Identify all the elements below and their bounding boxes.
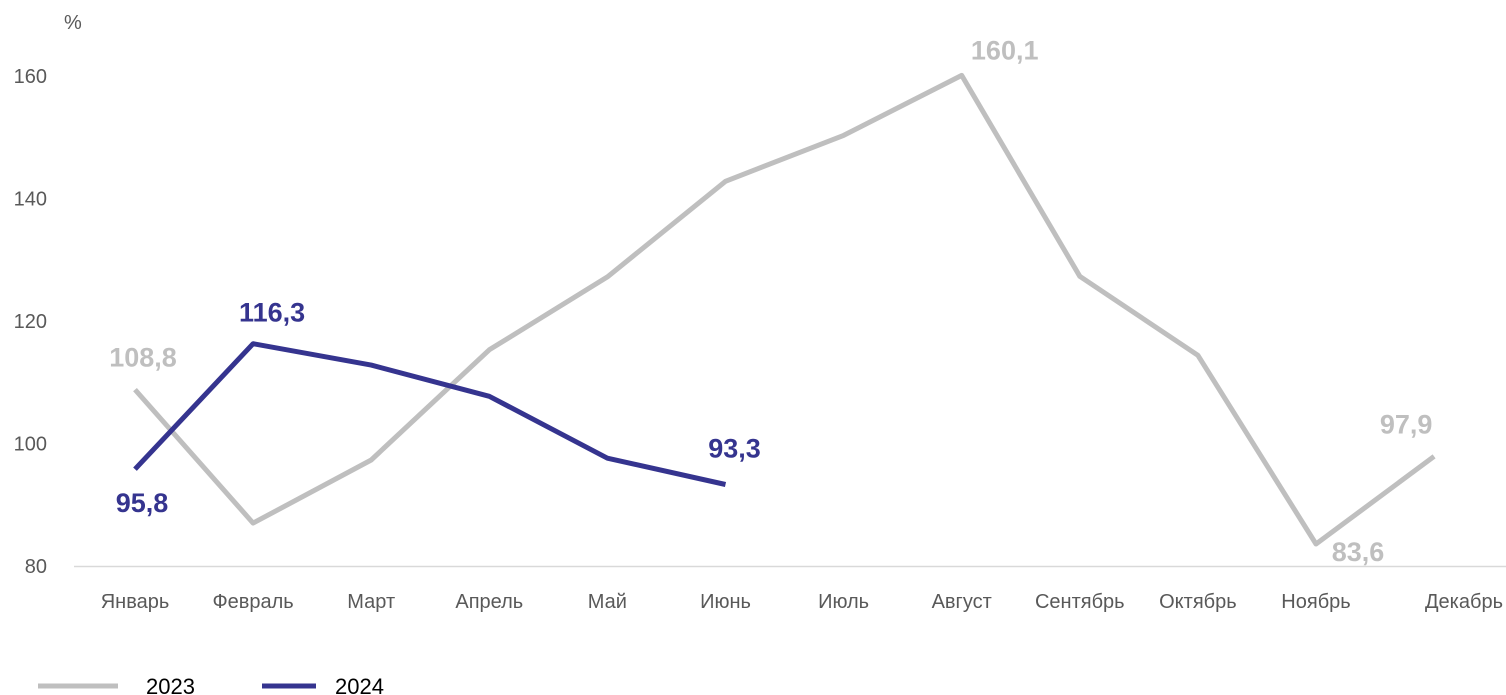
- legend-label-2024: 2024: [335, 674, 384, 695]
- x-tick-label: Январь: [101, 591, 170, 613]
- data-label-2024: 93,3: [708, 434, 761, 464]
- data-labels: 108,8 160,1 83,6 97,9 95,8 116,3 93,3: [109, 35, 1432, 567]
- x-tick-label: Декабрь: [1425, 591, 1503, 613]
- y-tick-label: 160: [14, 66, 47, 88]
- x-tick-label: Февраль: [212, 591, 293, 613]
- x-axis-ticks: Январь Февраль Март Апрель Май Июнь Июль Август…: [101, 591, 1503, 613]
- x-tick-label: Июнь: [700, 591, 751, 613]
- x-tick-label: Апрель: [455, 591, 523, 613]
- y-tick-label: 100: [14, 434, 47, 456]
- data-label-2023: 160,1: [971, 35, 1039, 65]
- y-axis-unit: %: [64, 12, 82, 34]
- legend: 2023 2024: [38, 674, 384, 695]
- x-tick-label: Сентябрь: [1035, 591, 1125, 613]
- x-tick-label: Август: [932, 591, 992, 613]
- x-tick-label: Октябрь: [1159, 591, 1237, 613]
- data-label-2023: 108,8: [109, 343, 177, 373]
- data-label-2024: 116,3: [239, 298, 305, 328]
- series-lines: [133, 72, 1436, 547]
- x-tick-label: Май: [588, 591, 627, 613]
- legend-label-2023: 2023: [146, 674, 195, 695]
- y-axis-ticks: 80 100 120 140 160: [14, 66, 47, 578]
- series-line-2023: [133, 72, 1436, 547]
- data-label-2024: 95,8: [116, 488, 169, 518]
- series-line-2024: [133, 341, 727, 487]
- x-tick-label: Июль: [818, 591, 869, 613]
- y-tick-label: 140: [14, 189, 47, 211]
- y-tick-label: 80: [25, 556, 47, 578]
- data-label-2023: 97,9: [1380, 409, 1433, 439]
- x-tick-label: Ноябрь: [1281, 591, 1350, 613]
- x-tick-label: Март: [347, 591, 395, 613]
- data-label-2023: 83,6: [1332, 537, 1385, 567]
- y-tick-label: 120: [14, 311, 47, 333]
